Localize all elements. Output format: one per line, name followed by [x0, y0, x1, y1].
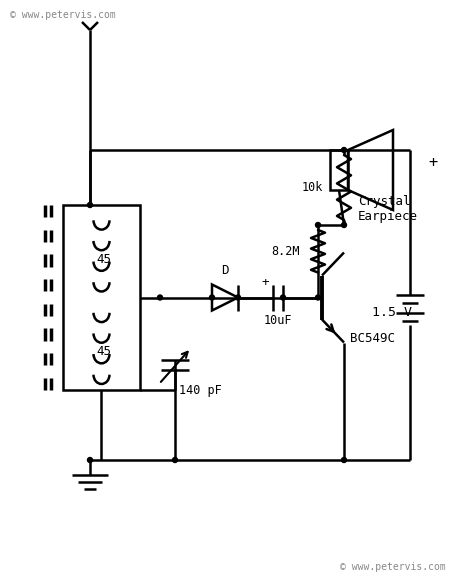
Circle shape: [157, 295, 162, 300]
Circle shape: [315, 295, 320, 300]
Text: 10uF: 10uF: [263, 314, 292, 328]
Circle shape: [280, 295, 285, 300]
Circle shape: [87, 457, 92, 462]
Text: 10k: 10k: [301, 181, 322, 194]
Text: 8.2M: 8.2M: [271, 245, 299, 258]
Text: © www.petervis.com: © www.petervis.com: [339, 562, 445, 572]
Circle shape: [172, 457, 177, 462]
Text: +: +: [427, 155, 436, 170]
Text: 1.5 V: 1.5 V: [371, 307, 411, 320]
Text: Earpiece: Earpiece: [357, 210, 417, 223]
Circle shape: [341, 223, 346, 228]
Text: © www.petervis.com: © www.petervis.com: [10, 10, 116, 20]
Text: 45: 45: [96, 253, 111, 266]
Bar: [329, 150, 347, 190]
Circle shape: [315, 223, 320, 228]
Text: BC549C: BC549C: [349, 332, 394, 346]
Circle shape: [87, 203, 92, 207]
Text: +: +: [261, 276, 268, 289]
Text: Crystal: Crystal: [357, 195, 410, 208]
Text: 140 pF: 140 pF: [179, 384, 221, 397]
Bar: [63, 205, 140, 390]
Circle shape: [209, 295, 214, 300]
Text: D: D: [221, 264, 228, 277]
Circle shape: [341, 148, 346, 152]
Circle shape: [341, 457, 346, 462]
Circle shape: [235, 295, 240, 300]
Text: 45: 45: [96, 345, 111, 358]
